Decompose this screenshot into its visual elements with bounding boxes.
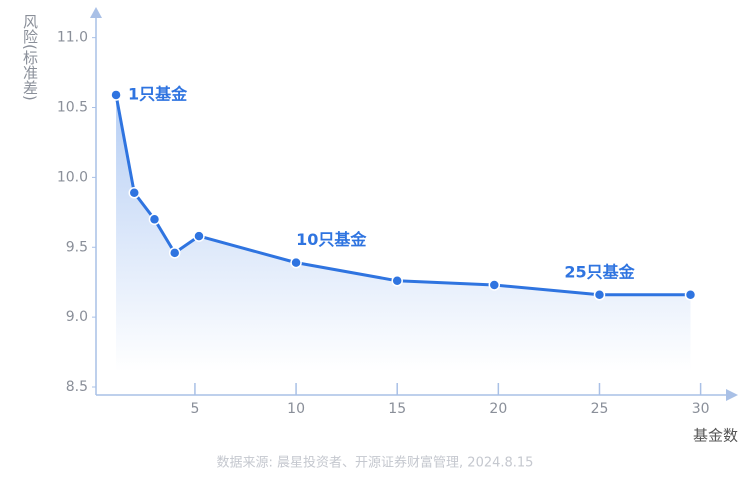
y-tick-label: 8.5: [66, 379, 88, 395]
y-axis-label: 风险(标准差): [21, 14, 39, 101]
source-note: 数据来源: 晨星投资者、开源证券财富管理, 2024.8.15: [217, 455, 534, 471]
point: [593, 289, 606, 301]
x-tick-label: 20: [489, 401, 507, 417]
point: [148, 213, 161, 226]
annotation: 10只基金: [296, 230, 367, 249]
x-tick-label: 5: [190, 401, 199, 417]
y-tick-label: 10.0: [57, 169, 88, 185]
x-tick-label: 30: [692, 401, 710, 417]
line: [114, 94, 691, 297]
point: [684, 289, 697, 301]
point: [290, 256, 302, 269]
point: [128, 187, 141, 199]
point: [168, 247, 181, 259]
x-axis-arrow: [726, 389, 738, 401]
area: [116, 94, 691, 373]
annotation: 1只基金: [128, 84, 188, 103]
x-tick-label: 25: [591, 401, 609, 417]
x-tick-label: 15: [388, 401, 406, 417]
point: [391, 275, 403, 287]
x-axis-label: 基金数: [693, 427, 738, 445]
y-tick-label: 9.0: [66, 309, 88, 325]
point: [110, 89, 122, 101]
y-tick-label: 10.5: [57, 100, 88, 116]
point: [193, 230, 205, 242]
y-tick-label: 11.0: [57, 30, 88, 46]
y-tick-label: 9.5: [66, 239, 88, 255]
point: [488, 279, 501, 291]
x-tick-label: 10: [287, 401, 305, 417]
y-axis-arrow: [90, 7, 102, 18]
annotation: 25只基金: [564, 262, 635, 281]
